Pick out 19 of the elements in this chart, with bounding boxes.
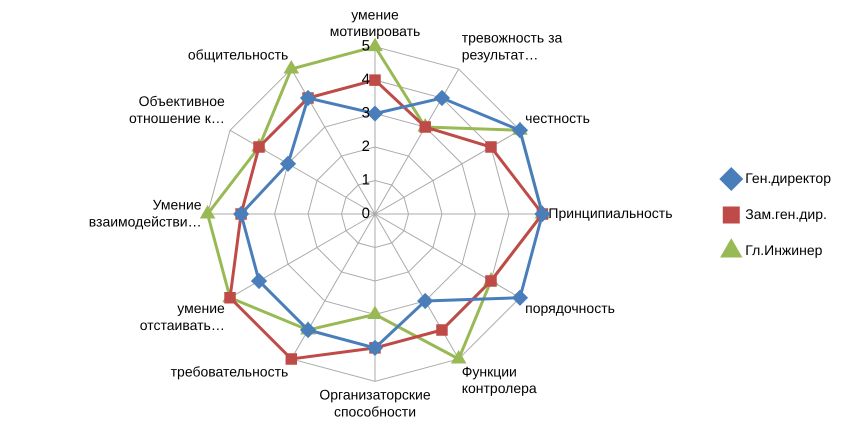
legend-label: Зам.ген.дир. xyxy=(745,206,827,222)
spoke-label: Умение взаимодействи… xyxy=(88,196,202,230)
spoke-label: требовательность xyxy=(170,363,288,380)
spoke-label: Организаторские способности xyxy=(319,386,431,420)
spoke-label: Объективное отношение к… xyxy=(129,92,226,126)
spoke-label: умение мотивировать xyxy=(330,6,420,40)
y-tick-label: 1 xyxy=(362,172,370,189)
y-tick-label: 0 xyxy=(362,205,370,222)
y-tick-label: 3 xyxy=(362,104,370,122)
spoke-label: умение отстаивать… xyxy=(140,300,226,333)
spoke-label: честность xyxy=(525,110,590,126)
spoke-label: Принципиальность xyxy=(548,204,673,221)
legend-label: Ген.директор xyxy=(745,170,832,186)
spoke-label: порядочность xyxy=(525,300,615,316)
spoke-label: тревожность за результат… xyxy=(462,29,562,62)
legend-label: Гл.Инжинер xyxy=(745,242,823,258)
y-tick-label: 2 xyxy=(362,138,370,156)
spoke-label: общительность xyxy=(188,46,288,62)
spoke-label: Функции контролера xyxy=(462,363,537,396)
